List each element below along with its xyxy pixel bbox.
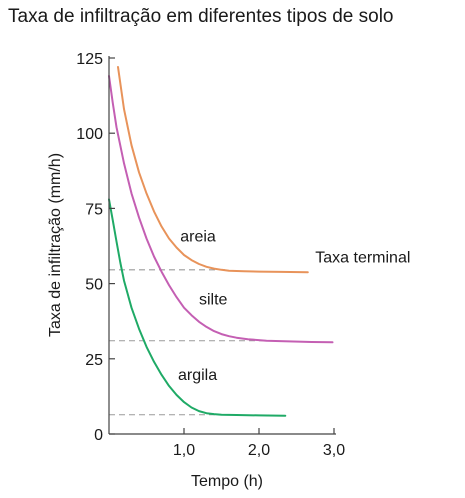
y-tick-label-125: 125 <box>76 51 103 68</box>
series-line-argila <box>108 198 287 417</box>
ticks: 0 25 50 75 100 125 1,0 2,0 3,0 <box>76 51 345 459</box>
chart-title: Taxa de infiltração em diferentes tipos … <box>8 6 394 27</box>
series-lines <box>108 66 334 417</box>
x-axis-title: Tempo (h) <box>191 473 263 490</box>
series-label-silte: silte <box>199 292 228 309</box>
y-axis-title: Taxa de infiltração (mm/h) <box>47 153 64 337</box>
x-tick-label-2: 3,0 <box>323 442 345 459</box>
series-line-areia <box>117 66 309 274</box>
x-tick-label-0: 1,0 <box>173 442 195 459</box>
series-label-areia: areia <box>180 228 216 245</box>
y-tick-label-25: 25 <box>85 352 103 369</box>
y-tick-label-100: 100 <box>76 126 103 143</box>
series-label-argila: argila <box>178 367 217 384</box>
series-line-silte <box>108 75 334 344</box>
axes <box>108 56 336 435</box>
x-tick-label-1: 2,0 <box>248 442 270 459</box>
chart-labels: areia silte argila Taxa terminal <box>178 228 410 383</box>
annotation-terminal-rate: Taxa terminal <box>315 250 410 267</box>
y-tick-label-0: 0 <box>94 427 103 444</box>
y-tick-label-75: 75 <box>85 201 103 218</box>
y-tick-label-50: 50 <box>85 277 103 294</box>
terminal-rate-reference-lines <box>109 269 267 416</box>
